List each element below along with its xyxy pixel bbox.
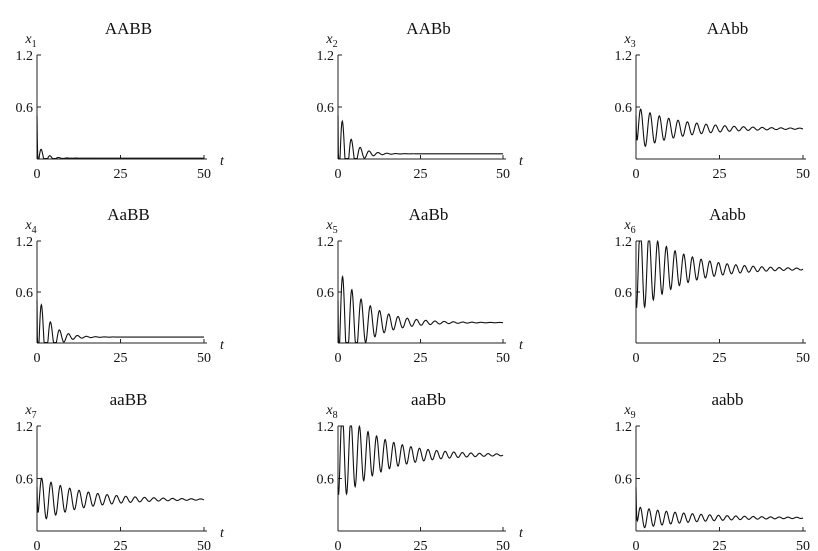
- panel-1-ytick-label-1: 1.2: [16, 49, 34, 64]
- panel-7-xtick-label-0: 0: [34, 539, 41, 551]
- panel-1-ytick-label-0: 0.6: [16, 101, 34, 116]
- panel-2-series-line: [337, 115, 503, 160]
- panel-8: aaBb x8 t 0.6 1.2 0 25 50: [317, 390, 525, 551]
- panel-3-y-label: x3: [623, 32, 635, 50]
- panel-8-y-label: x8: [325, 403, 337, 421]
- panel-4-x-label: t: [220, 338, 225, 353]
- panel-4-ytick-label-1: 1.2: [16, 235, 34, 250]
- panel-7-ytick-label-0: 0.6: [16, 473, 34, 488]
- panel-4-title: AaBB: [107, 205, 150, 224]
- panel-2-xtick-label-1: 25: [414, 167, 428, 182]
- panel-6-title: Aabb: [709, 205, 746, 224]
- panel-1-series-line: [36, 115, 204, 160]
- panel-3-ytick-label-1: 1.2: [615, 49, 633, 64]
- panel-8-xtick-label-1: 25: [414, 539, 428, 551]
- panel-5-xtick-label-2: 50: [496, 351, 510, 366]
- panel-1-xtick-label-2: 50: [197, 167, 211, 182]
- panel-7-title: aaBB: [110, 390, 148, 409]
- panel-4-ytick-label-0: 0.6: [16, 286, 34, 301]
- panel-2-title: AABb: [406, 19, 450, 38]
- panel-6-y-label: x6: [623, 218, 635, 236]
- panel-1-x-label: t: [220, 154, 225, 169]
- panel-5-ytick-label-1: 1.2: [317, 235, 335, 250]
- panel-5-xtick-label-0: 0: [335, 351, 342, 366]
- panel-6-ytick-label-0: 0.6: [615, 286, 633, 301]
- panel-6-ytick-label-1: 1.2: [615, 235, 633, 250]
- panel-9-series-line: [635, 487, 804, 529]
- panel-4-y-label: x4: [24, 218, 36, 236]
- panel-9-xtick-label-2: 50: [796, 539, 810, 551]
- panel-3-ytick-label-0: 0.6: [615, 101, 633, 116]
- panel-7-xtick-label-2: 50: [197, 539, 211, 551]
- panel-3-xtick-label-2: 50: [796, 167, 810, 182]
- panel-5: AaBb x5 t 0.6 1.2 0 25 50: [317, 205, 525, 366]
- panel-5-x-label: t: [519, 338, 524, 353]
- panel-8-x-label: t: [519, 526, 524, 541]
- panel-4-series-line: [36, 300, 204, 344]
- panel-2: AABb x2 t 0.6 1.2 0 25 50: [317, 19, 525, 182]
- panel-4-xtick-label-2: 50: [197, 351, 211, 366]
- panel-8-ytick-label-1: 1.2: [317, 420, 335, 435]
- panel-1-title: AABB: [105, 19, 152, 38]
- panel-3-xtick-label-0: 0: [633, 167, 640, 182]
- panel-4-xtick-label-1: 25: [114, 351, 128, 366]
- panel-3-series-line: [635, 108, 804, 148]
- panel-4-xtick-label-0: 0: [34, 351, 41, 366]
- panel-8-ytick-label-0: 0.6: [317, 473, 335, 488]
- panel-8-xtick-label-0: 0: [335, 539, 342, 551]
- panel-5-xtick-label-1: 25: [414, 351, 428, 366]
- panel-9-y-label: x9: [623, 403, 635, 421]
- panel-1-y-label: x1: [24, 32, 36, 50]
- panel-7: aaBB x7 t 0.6 1.2 0 25 50: [16, 390, 226, 551]
- panel-3-xtick-label-1: 25: [713, 167, 727, 182]
- panel-7-y-label: x7: [24, 403, 36, 421]
- panel-7-xtick-label-1: 25: [114, 539, 128, 551]
- panel-9-ytick-label-0: 0.6: [615, 473, 633, 488]
- panel-2-x-label: t: [519, 154, 524, 169]
- panel-6-xtick-label-2: 50: [796, 351, 810, 366]
- panel-9-title: aabb: [711, 390, 743, 409]
- panel-7-ytick-label-1: 1.2: [16, 420, 34, 435]
- panel-8-title: aaBb: [411, 390, 446, 409]
- panel-2-xtick-label-0: 0: [335, 167, 342, 182]
- panel-5-series-line: [337, 275, 504, 344]
- panel-3-title: AAbb: [707, 19, 749, 38]
- panel-5-y-label: x5: [325, 218, 337, 236]
- panel-8-xtick-label-2: 50: [496, 539, 510, 551]
- panel-6-xtick-label-0: 0: [633, 351, 640, 366]
- panel-9-ytick-label-1: 1.2: [615, 420, 633, 435]
- panel-5-ytick-label-0: 0.6: [317, 286, 335, 301]
- panel-9-xtick-label-0: 0: [633, 539, 640, 551]
- panel-6-series-line: [635, 239, 804, 309]
- panel-2-xtick-label-2: 50: [496, 167, 510, 182]
- panel-8-series-line: [337, 424, 504, 496]
- panel-4: AaBB x4 t 0.6 1.2 0 25 50: [16, 205, 226, 366]
- panel-7-series-line: [36, 477, 205, 520]
- panel-6-xtick-label-1: 25: [713, 351, 727, 366]
- panel-2-ytick-label-0: 0.6: [317, 101, 335, 116]
- panel-9-xtick-label-1: 25: [713, 539, 727, 551]
- panel-5-title: AaBb: [409, 205, 449, 224]
- panel-1-xtick-label-0: 0: [34, 167, 41, 182]
- panel-2-y-label: x2: [325, 32, 337, 50]
- panel-2-ytick-label-1: 1.2: [317, 49, 335, 64]
- panel-7-x-label: t: [220, 526, 225, 541]
- panel-1: AABB x1 t 0.6 1.2 0 25 50: [16, 19, 226, 182]
- panel-1-xtick-label-1: 25: [114, 167, 128, 182]
